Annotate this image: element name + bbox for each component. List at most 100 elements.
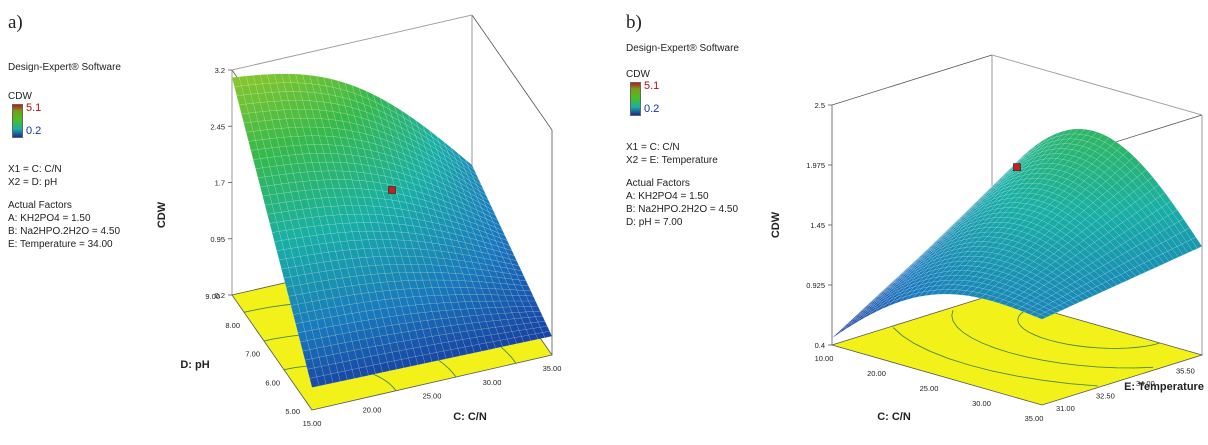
contour-line [892,327,1098,387]
y-axis: 5.00 6.00 7.00 8.00 9.00 [205,292,300,416]
x-axis-label: C: C/N [453,411,487,423]
legend-min: 0.2 [26,125,42,137]
y-tick-label: 32.50 [1096,392,1115,401]
z-axis-label: CDW [156,201,168,228]
surface-cell [436,135,447,149]
actual-factor-a: A: KH2PO4 = 1.50 [8,213,91,224]
contour-line [951,310,1154,369]
x2-label: X2 = E: Temperature [626,155,718,166]
actual-factor-d: D: pH = 7.00 [626,217,683,228]
y-tick-label: 6.00 [265,378,280,387]
surface-cell [330,78,341,90]
legend-min: 0.2 [644,103,660,115]
surface-cell [245,75,256,86]
surface-cell [231,76,242,87]
y-tick-label: 31.00 [1056,404,1075,413]
actual-factor-b: B: Na2HPO.2H2O = 4.50 [626,204,739,215]
response-label: CDW [8,91,32,102]
x-tick-label: 35.00 [543,364,562,373]
surface-cell [1135,162,1147,174]
x-axis-label: C: C/N [877,411,911,423]
surface-cell [1159,192,1172,205]
x-axis: 10.00 20.00 25.00 30.00 35.00 [815,354,1044,423]
surface-cell [1172,209,1184,222]
surface-cell [999,167,1011,180]
actual-factors-title: Actual Factors [8,200,72,211]
x-tick-label: 10.00 [815,354,834,363]
surface-cell [316,75,327,87]
z-tick-label: 2.45 [210,122,225,131]
surface-cell [1178,218,1190,231]
z-tick-label: 1.45 [810,221,825,230]
actual-factors-title: Actual Factors [626,178,690,189]
legend-max: 5.1 [26,102,42,114]
x-axis: 15.00 20.00 25.00 30.00 35.00 [303,364,562,428]
surface-chart-a: 0.2 0.95 1.7 2.45 3.2 CDW 15.00 20.00 25.00 30.00… [156,14,562,428]
surface-cell [464,158,475,171]
legend-max: 5.1 [644,80,660,92]
x-tick-label: 30.00 [483,378,502,387]
surface-cell [1153,184,1166,197]
z-axis-label: CDW [770,211,782,238]
x1-label: X1 = C: C/N [8,164,62,175]
surface-cell [1122,150,1135,161]
x-tick-label: 20.00 [867,369,886,378]
response-surface [831,128,1203,339]
surface-cell [1024,145,1036,156]
software-label: Design-Expert® Software [8,62,121,73]
z-tick-label: 1.7 [215,179,225,188]
legend-block: CDW [8,90,32,103]
z-tick-label: 1.975 [806,161,825,170]
info-block: Design-Expert® Software [626,42,739,55]
surface-cell [1141,169,1153,181]
z-tick-label: 0.2 [215,291,225,300]
actual-factor-a: A: KH2PO4 = 1.50 [626,191,709,202]
y-tick-label: 35.50 [1176,367,1195,376]
x-tick-label: 25.00 [920,384,939,393]
y-tick-label: 8.00 [225,321,240,330]
y-tick-label: 9.00 [205,292,220,301]
y-axis-label: E: Temperature [1124,381,1204,393]
color-legend-bar [12,104,23,138]
x1-label: X1 = C: C/N [626,142,680,153]
z-tick-label: 0.925 [806,281,825,290]
x-tick-label: 15.00 [303,419,322,428]
z-tick-label: 0.95 [210,235,225,244]
surface-cell [1190,236,1203,249]
color-legend-bar [630,82,641,116]
floor-contour-plane [830,294,1204,406]
floor-contours [892,306,1161,387]
surface-cell [344,82,355,94]
surface-cell [450,147,461,159]
z-tick-label: 3.2 [215,66,225,75]
factors-block: X1 = C: C/N X2 = E: Temperature Actual F… [626,141,738,229]
contour-line [1017,306,1161,349]
panel-label: b) [626,12,642,33]
surface-chart-b: 0.4 0.925 1.45 1.975 2.5 CDW 10.00 20.00 25.00 30… [770,54,1204,423]
panel-a: a) Design-Expert® Software CDW 5.1 0.2 X… [8,12,562,428]
x-tick-label: 25.00 [423,392,442,401]
info-block: Design-Expert® Software [8,61,121,74]
z-tick-label: 2.5 [815,101,825,110]
y-tick-label: 34.00 [1136,379,1155,388]
actual-factor-e: E: Temperature = 34.00 [8,239,113,250]
z-tick-label: 0.4 [815,341,825,350]
surface-cell [1067,128,1079,135]
z-axis: 0.4 0.925 1.45 1.975 2.5 [806,101,832,350]
response-surface [231,73,553,388]
legend-block: CDW [626,68,650,81]
surface-cell [1129,156,1141,168]
design-point [1013,163,1021,172]
surface-cell [1116,145,1129,156]
surface-cell [987,181,999,194]
software-label: Design-Expert® Software [626,43,739,54]
y-axis-label: D: pH [180,359,209,371]
response-label: CDW [626,69,650,80]
panel-label: a) [8,12,23,33]
z-axis: 0.2 0.95 1.7 2.45 3.2 [210,66,232,300]
surface-cell [1184,227,1197,240]
factors-block: X1 = C: C/N X2 = D: pH Actual Factors A:… [8,163,120,251]
y-tick-label: 5.00 [285,407,300,416]
x2-label: X2 = D: pH [8,177,58,188]
